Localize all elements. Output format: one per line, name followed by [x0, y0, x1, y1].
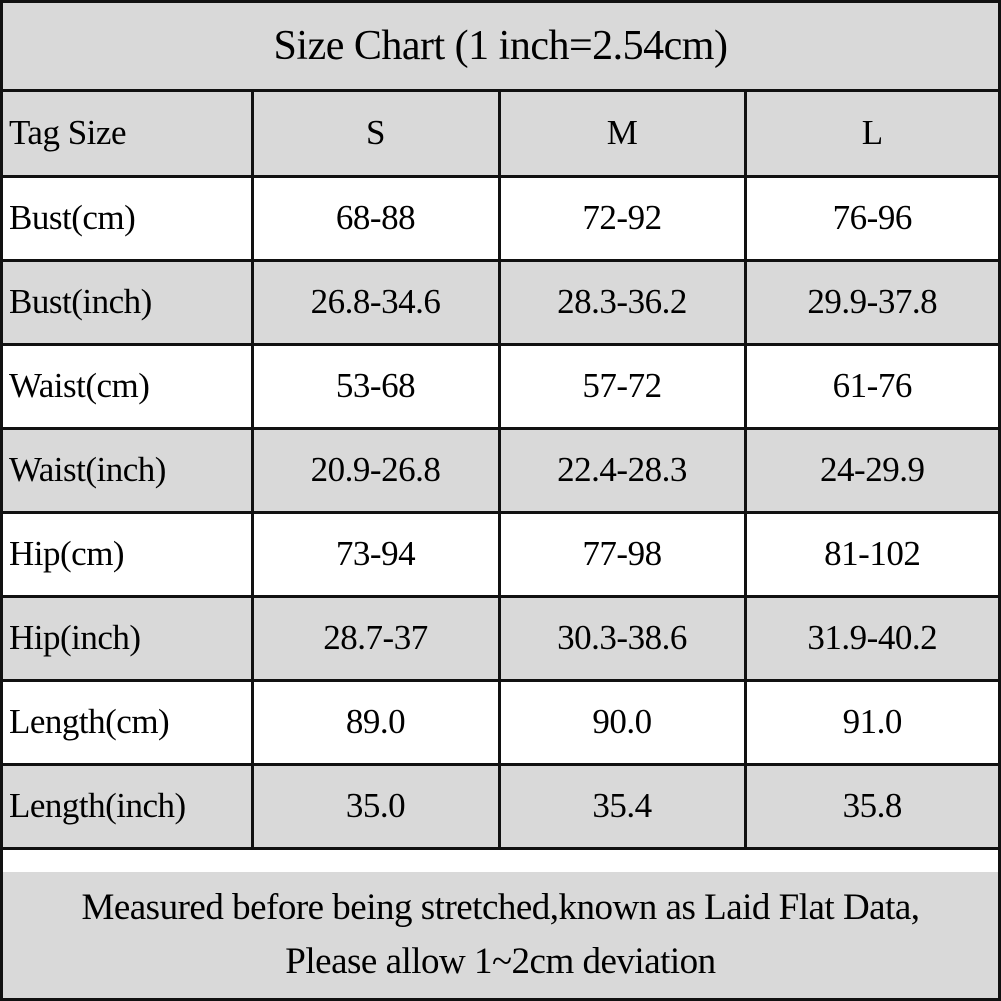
- table-cell: 53-68: [252, 344, 501, 430]
- row-label: Length(cm): [3, 680, 254, 766]
- size-table: Tag Size S M L Bust(cm) 68-88 72-92 76-9…: [3, 92, 998, 850]
- table-cell: 35.4: [499, 764, 747, 850]
- table-cell: 90.0: [499, 680, 747, 766]
- table-row: Length(inch) 35.0 35.4 35.8: [3, 764, 998, 850]
- size-header-l: L: [745, 92, 998, 178]
- table-cell: 57-72: [499, 344, 747, 430]
- header-label-cell: Tag Size: [3, 92, 254, 178]
- note-line-2: Please allow 1~2cm deviation: [285, 941, 716, 982]
- table-cell: 89.0: [252, 680, 501, 766]
- row-label: Bust(cm): [3, 176, 254, 262]
- table-cell: 28.7-37: [252, 596, 501, 682]
- size-header-s: S: [252, 92, 501, 178]
- table-row: Bust(inch) 26.8-34.6 28.3-36.2 29.9-37.8: [3, 260, 998, 346]
- table-cell: 31.9-40.2: [745, 596, 998, 682]
- table-row: Length(cm) 89.0 90.0 91.0: [3, 680, 998, 766]
- table-cell: 28.3-36.2: [499, 260, 747, 346]
- table-cell: 61-76: [745, 344, 998, 430]
- table-cell: 68-88: [252, 176, 501, 262]
- table-cell: 20.9-26.8: [252, 428, 501, 514]
- row-label: Length(inch): [3, 764, 254, 850]
- table-cell: 76-96: [745, 176, 998, 262]
- table-cell: 81-102: [745, 512, 998, 598]
- row-label: Waist(inch): [3, 428, 254, 514]
- chart-title: Size Chart (1 inch=2.54cm): [3, 3, 998, 92]
- table-cell: 72-92: [499, 176, 747, 262]
- measurement-note: Measured before being stretched,known as…: [3, 872, 998, 998]
- size-header-m: M: [499, 92, 747, 178]
- table-cell: 30.3-38.6: [499, 596, 747, 682]
- table-cell: 35.8: [745, 764, 998, 850]
- table-row: Waist(inch) 20.9-26.8 22.4-28.3 24-29.9: [3, 428, 998, 514]
- row-label: Hip(inch): [3, 596, 254, 682]
- table-cell: 29.9-37.8: [745, 260, 998, 346]
- table-row: Waist(cm) 53-68 57-72 61-76: [3, 344, 998, 430]
- table-cell: 73-94: [252, 512, 501, 598]
- table-row: Bust(cm) 68-88 72-92 76-96: [3, 176, 998, 262]
- table-cell: 26.8-34.6: [252, 260, 501, 346]
- table-cell: 24-29.9: [745, 428, 998, 514]
- table-cell: 91.0: [745, 680, 998, 766]
- row-label: Bust(inch): [3, 260, 254, 346]
- row-label: Hip(cm): [3, 512, 254, 598]
- table-cell: 22.4-28.3: [499, 428, 747, 514]
- table-cell: 77-98: [499, 512, 747, 598]
- table-row: Hip(cm) 73-94 77-98 81-102: [3, 512, 998, 598]
- row-label: Waist(cm): [3, 344, 254, 430]
- table-row: Hip(inch) 28.7-37 30.3-38.6 31.9-40.2: [3, 596, 998, 682]
- note-line-1: Measured before being stretched,known as…: [81, 887, 920, 928]
- header-row: Tag Size S M L: [3, 92, 998, 178]
- table-cell: 35.0: [252, 764, 501, 850]
